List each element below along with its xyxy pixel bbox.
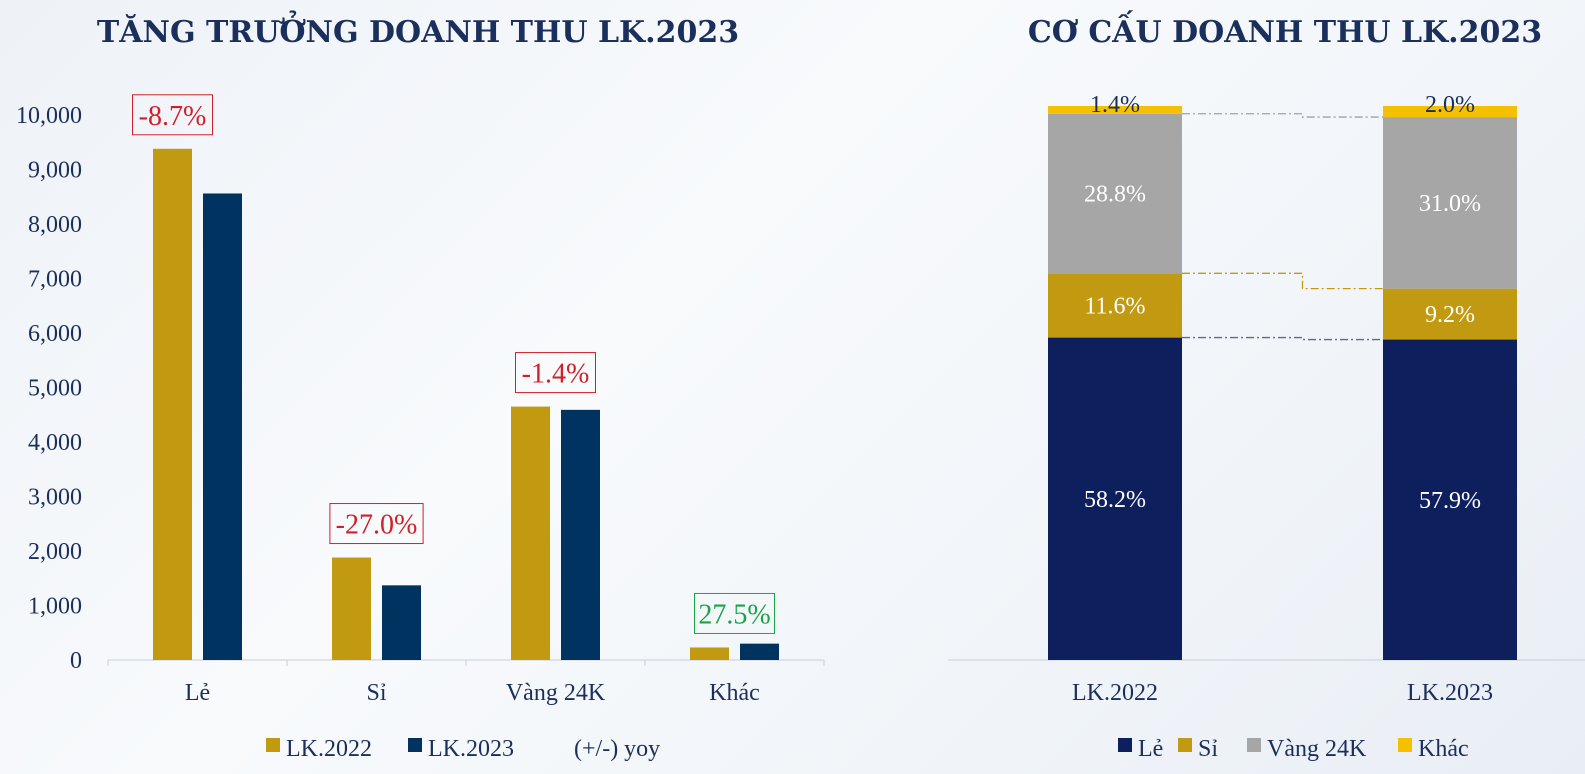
legend-swatch-le [1118, 738, 1132, 752]
structure-legend: Lẻ Sỉ Vàng 24K Khác [1118, 736, 1469, 762]
stack-segment-vàng24k [1383, 117, 1517, 289]
segment-label: 1.4% [1090, 92, 1140, 118]
segment-label: 58.2% [1084, 487, 1146, 513]
y-tick-label: 1,000 [28, 594, 82, 620]
yoy-label-box [694, 592, 775, 634]
category-label: LK.2022 [1072, 680, 1158, 706]
y-tick-label: 5,000 [28, 376, 82, 402]
growth-yoy-labels: -8.7% -27.0% -1.4% 27.5% [132, 94, 775, 634]
structure-category-labels: LK.2022 LK.2023 [1072, 680, 1493, 706]
segment-label: 31.0% [1419, 191, 1481, 217]
stack-connector-line [1182, 336, 1383, 341]
structure-connectors [1182, 113, 1383, 341]
stack-segment-sỉ [1048, 273, 1182, 338]
segment-label: 11.6% [1084, 293, 1145, 319]
legend-swatch-vang24k [1247, 738, 1261, 752]
growth-chart: TĂNG TRƯỞNG DOANH THU LK.2023 0 1,000 2,00… [16, 10, 825, 762]
yoy-label: -8.7% [139, 101, 207, 132]
bar-lk2022 [690, 647, 729, 660]
bar-lk2022 [511, 406, 550, 660]
category-label: Lẻ [185, 680, 210, 706]
yoy-label: 27.5% [698, 599, 770, 630]
y-tick-label: 9,000 [28, 158, 82, 184]
segment-label: 57.9% [1419, 488, 1481, 514]
category-label: LK.2023 [1407, 680, 1493, 706]
legend-label-le: Lẻ [1138, 736, 1163, 762]
stack-segment-lẻ [1383, 339, 1517, 660]
legend-label-lk2023: LK.2023 [428, 736, 514, 762]
legend-label-vang24k: Vàng 24K [1267, 736, 1367, 762]
bar-lk2022 [332, 557, 371, 660]
y-tick-label: 8,000 [28, 212, 82, 238]
legend-swatch-khac [1398, 738, 1412, 752]
y-tick-label: 7,000 [28, 267, 82, 293]
category-label: Vàng 24K [506, 680, 606, 706]
structure-bars: 58.2% 11.6% 28.8% 1.4% 57.9% 9.2% 31.0% 2.0% [1048, 92, 1517, 660]
stack-segment-vàng24k [1048, 113, 1182, 274]
category-label: Sỉ [366, 680, 386, 706]
y-tick-label: 0 [70, 648, 82, 674]
y-tick-label: 3,000 [28, 485, 82, 511]
y-tick-label: 2,000 [28, 539, 82, 565]
segment-label: 9.2% [1425, 302, 1475, 328]
bar-lk2023 [740, 643, 779, 660]
stack-segment-khác [1383, 106, 1517, 118]
segment-label: 28.8% [1084, 182, 1146, 208]
bar-lk2023 [382, 585, 421, 660]
stack-segment-sỉ [1383, 288, 1517, 340]
stack-segment-khác [1048, 106, 1182, 114]
growth-legend: LK.2022 LK.2023 (+/-) yoy [266, 736, 660, 762]
growth-y-axis: 0 1,000 2,000 3,000 4,000 5,000 6,000 7,000 8,00… [16, 103, 82, 674]
y-tick-label: 4,000 [28, 430, 82, 456]
y-tick-label: 6,000 [28, 321, 82, 347]
yoy-label-box [515, 352, 596, 394]
yoy-label-box [132, 94, 213, 136]
y-tick-label: 10,000 [16, 103, 82, 129]
legend-label-lk2022: LK.2022 [286, 736, 372, 762]
bar-lk2023 [561, 409, 600, 660]
stack-connector-line [1182, 272, 1383, 290]
yoy-label-box [329, 503, 424, 545]
growth-x-axis-ticks [107, 660, 825, 666]
bar-lk2022 [153, 148, 192, 661]
category-label: Khác [709, 680, 760, 706]
growth-category-labels: Lẻ Sỉ Vàng 24K Khác [185, 680, 760, 706]
bar-lk2023 [203, 193, 242, 661]
segment-label: 2.0% [1425, 92, 1475, 118]
stack-connector-line [1182, 113, 1383, 118]
growth-chart-title: TĂNG TRƯỞNG DOANH THU LK.2023 [97, 10, 739, 50]
structure-chart-title: CƠ CẤU DOANH THU LK.2023 [1028, 10, 1542, 50]
legend-label-khac: Khác [1418, 736, 1469, 762]
structure-chart: CƠ CẤU DOANH THU LK.2023 58.2% 11.6% 28.8%… [948, 10, 1585, 762]
legend-swatch-lk2022 [266, 738, 280, 752]
yoy-label: -1.4% [522, 359, 590, 390]
legend-swatch-lk2023 [408, 738, 422, 752]
stack-segment-lẻ [1048, 337, 1182, 660]
legend-label-yoy: (+/-) yoy [574, 736, 660, 762]
legend-swatch-si [1178, 738, 1192, 752]
growth-bars [153, 148, 779, 661]
legend-label-si: Sỉ [1198, 736, 1218, 762]
yoy-label: -27.0% [336, 510, 418, 541]
